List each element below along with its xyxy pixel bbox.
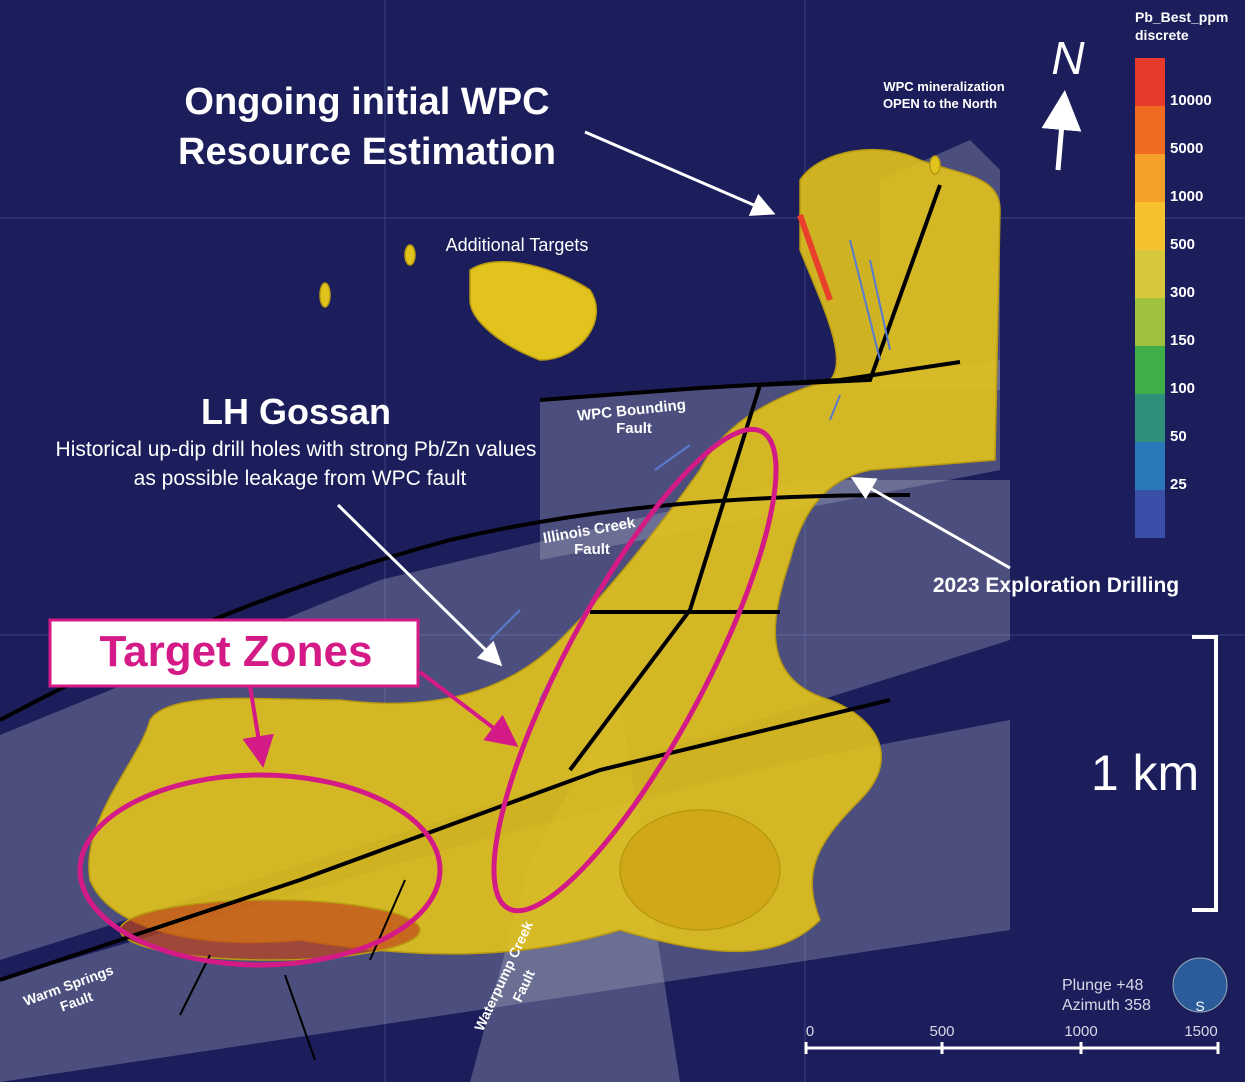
- legend-label: 25: [1170, 476, 1187, 493]
- title: Ongoing initial WPC: [184, 81, 549, 123]
- legend-title: discrete: [1135, 27, 1189, 43]
- legend-title: Pb_Best_ppm: [1135, 9, 1228, 25]
- scale-line: [804, 1042, 1220, 1054]
- scale-label: 1000: [1064, 1023, 1097, 1040]
- legend-label: 10000: [1170, 92, 1212, 109]
- legend-swatch: [1135, 106, 1165, 154]
- view-info: Plunge +48: [1062, 977, 1144, 994]
- legend-label: 500: [1170, 236, 1195, 253]
- globe-label: S: [1195, 998, 1204, 1014]
- label: OPEN to the North: [883, 96, 997, 111]
- label: Historical up-dip drill holes with stron…: [56, 438, 537, 461]
- legend-label: 1000: [1170, 188, 1203, 205]
- label: Additional Targets: [446, 235, 589, 255]
- label: Target Zones: [99, 627, 372, 676]
- view-info: Azimuth 358: [1062, 997, 1151, 1014]
- title: Resource Estimation: [178, 131, 556, 173]
- arrows: [242, 90, 1082, 768]
- legend-swatch: [1135, 442, 1165, 490]
- legend-swatch: [1135, 250, 1165, 298]
- legend-label: 150: [1170, 332, 1195, 349]
- legend-swatch: [1135, 394, 1165, 442]
- legend-swatch: [1135, 346, 1165, 394]
- legend: 10000 5000 1000 500 300 150 100 50 25: [1135, 58, 1212, 538]
- legend-label: 5000: [1170, 140, 1203, 157]
- north: N: [1051, 32, 1085, 84]
- label: WPC mineralization: [883, 79, 1004, 94]
- legend-swatch: [1135, 202, 1165, 250]
- label: as possible leakage from WPC fault: [134, 467, 467, 490]
- label: Fault: [616, 420, 652, 437]
- scale-bracket: [1192, 635, 1218, 912]
- globe: [1172, 957, 1228, 1013]
- scale-text: 1 km: [1091, 745, 1199, 801]
- legend-swatch: [1135, 58, 1165, 106]
- scale-label: 1500: [1184, 1023, 1217, 1040]
- legend-label: 300: [1170, 284, 1195, 301]
- label: 2023 Exploration Drilling: [933, 574, 1179, 597]
- legend-swatch: [1135, 490, 1165, 538]
- drill-holes: [179, 214, 891, 1061]
- scale-bar: 0 500 1000 1500: [804, 1023, 1220, 1054]
- scale-label: 0: [806, 1023, 814, 1040]
- scale-label: 500: [929, 1023, 954, 1040]
- label: Fault: [574, 541, 610, 558]
- target-ellipses: [77, 426, 779, 968]
- legend-swatch: [1135, 298, 1165, 346]
- target-box: [48, 618, 420, 688]
- label: LH Gossan: [201, 391, 391, 432]
- legend-label: 100: [1170, 380, 1195, 397]
- legend-swatch: [1135, 154, 1165, 202]
- legend-label: 50: [1170, 428, 1187, 445]
